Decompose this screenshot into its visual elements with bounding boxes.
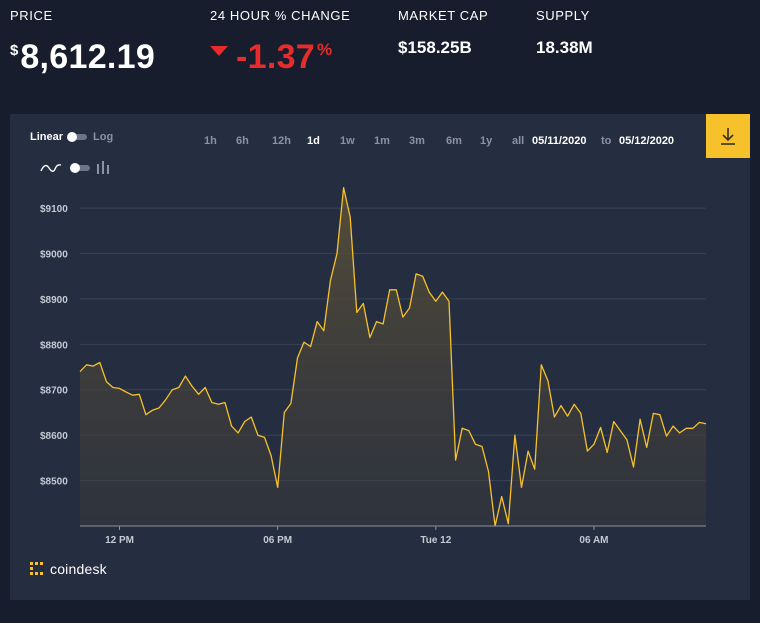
price-chart: $8500 $8600 $8700 $8800 $8900 $9000 $9100 12 PM… xyxy=(40,186,707,546)
range-1y[interactable]: 1y xyxy=(480,135,493,147)
range-12h[interactable]: 12h xyxy=(272,135,291,147)
price-area-fill xyxy=(80,187,706,526)
range-1h[interactable]: 1h xyxy=(204,135,217,147)
chart-type-switch[interactable] xyxy=(70,163,90,173)
x-tick-label: 06 PM xyxy=(263,535,292,546)
price-value: $8,612.19 xyxy=(10,38,155,77)
y-tick-label: $9000 xyxy=(40,249,68,260)
y-tick-label: $8800 xyxy=(40,340,68,351)
range-6m[interactable]: 6m xyxy=(446,135,462,147)
range-1d[interactable]: 1d xyxy=(307,135,320,147)
scale-linear-label[interactable]: Linear xyxy=(30,131,64,143)
market-cap-label: MARKET CAP xyxy=(398,8,489,23)
range-6h[interactable]: 6h xyxy=(236,135,249,147)
download-button[interactable] xyxy=(706,114,750,158)
supply-label: SUPPLY xyxy=(536,8,590,23)
price-amount: 8,612.19 xyxy=(20,38,156,76)
scale-toggle[interactable]: Linear Log xyxy=(30,131,113,143)
range-1m[interactable]: 1m xyxy=(374,135,390,147)
y-tick-label: $8700 xyxy=(40,386,68,397)
range-1w[interactable]: 1w xyxy=(340,135,355,147)
price-label: PRICE xyxy=(10,8,53,23)
download-icon xyxy=(721,128,735,145)
scale-switch[interactable] xyxy=(67,132,88,142)
y-tick-label: $8900 xyxy=(40,295,68,306)
y-tick-label: $8500 xyxy=(40,477,68,488)
change-value: -1.37% xyxy=(210,38,332,77)
x-tick-label: Tue 12 xyxy=(420,535,451,546)
y-tick-label: $8600 xyxy=(40,431,68,442)
coindesk-logo-icon xyxy=(30,562,43,575)
supply-value: 18.38M xyxy=(536,38,593,57)
change-amount: -1.37 xyxy=(236,38,315,76)
chart-type-toggle[interactable] xyxy=(40,160,110,176)
date-separator: to xyxy=(601,135,612,147)
brand-name: coindesk xyxy=(50,561,107,577)
market-cap-value: $158.25B xyxy=(398,38,472,57)
range-all[interactable]: all xyxy=(512,135,525,147)
change-unit: % xyxy=(317,40,333,59)
bar-chart-icon[interactable] xyxy=(96,160,110,176)
scale-log-label[interactable]: Log xyxy=(93,131,114,143)
coindesk-brand: coindesk xyxy=(30,561,107,577)
price-currency: $ xyxy=(10,42,19,59)
line-chart-icon[interactable] xyxy=(40,161,62,175)
chart-panel: $8500 $8600 $8700 $8800 $8900 $9000 $9100 12 PM… xyxy=(10,114,750,600)
range-3m[interactable]: 3m xyxy=(409,135,425,147)
x-tick-label: 06 AM xyxy=(579,535,608,546)
x-tick-label: 12 PM xyxy=(105,535,134,546)
date-to[interactable]: 05/12/2020 xyxy=(619,135,675,147)
change-label: 24 HOUR % CHANGE xyxy=(210,8,351,23)
date-from[interactable]: 05/11/2020 xyxy=(532,135,587,147)
price-line xyxy=(79,186,707,527)
down-arrow-icon xyxy=(210,46,228,56)
y-tick-label: $9100 xyxy=(40,204,68,215)
